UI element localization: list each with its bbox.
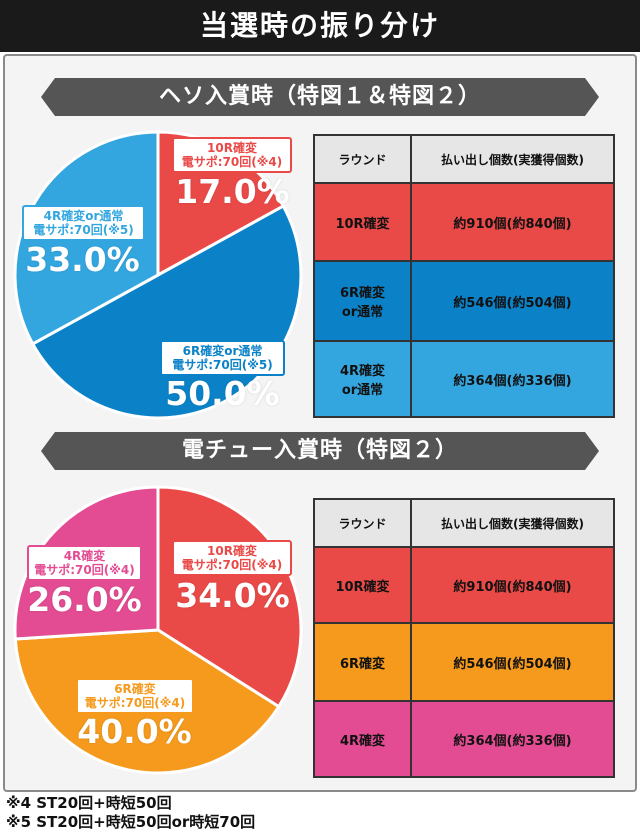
table-cell-payout: 約546個(約504個) [410, 260, 615, 342]
table-cell-round: 6R確変 or通常 [313, 260, 412, 342]
slice-label-line1: 6R確変or通常 [182, 344, 263, 358]
table-header-round: ラウンド [313, 498, 412, 548]
table-header-round: ラウンド [313, 134, 412, 184]
slice-label-6r: 6R確変or通常 電サポ:70回(※5) [160, 340, 285, 376]
table-row: 6R確変 約546個(約504個) [313, 622, 615, 702]
slice-label-10r: 10R確変 電サポ:70回(※4) [172, 540, 292, 576]
slice-label-6r: 6R確変 電サポ:70回(※4) [76, 678, 194, 714]
slice-label-line2: 電サポ:70回(※4) [181, 558, 283, 572]
table-cell-payout: 約910個(約840個) [410, 546, 615, 624]
slice-label-line1: 4R確変 [63, 549, 106, 563]
slice-label-line1: 4R確変or通常 [43, 209, 124, 223]
round-line: 4R確変 [339, 364, 386, 379]
table-cell-payout: 約910個(約840個) [410, 182, 615, 262]
title-bar [0, 0, 640, 52]
slice-pct-6r: 50.0% [165, 374, 280, 413]
slice-label-line2: 電サポ:70回(※4) [34, 563, 135, 577]
page-title: 当選時の振り分け [199, 9, 440, 42]
table-row: 4R確変 or通常 約364個(約336個) [313, 340, 615, 418]
slice-label-line2: 電サポ:70回(※5) [33, 223, 134, 237]
footnotes: ※4 ST20回+時短50回 ※5 ST20回+時短50回or時短70回 [6, 794, 255, 832]
slice-label-line1: 10R確変 [207, 141, 257, 155]
table-row: 10R確変 約910個(約840個) [313, 546, 615, 624]
section2-heading: 電チュー入賞時（特図２） [41, 432, 599, 470]
slice-label-line1: 10R確変 [207, 544, 257, 558]
round-line: or通常 [341, 305, 384, 320]
table-cell-payout: 約364個(約336個) [410, 340, 615, 418]
table-header-row: ラウンド 払い出し個数(実獲得個数) [313, 498, 615, 548]
slice-pct-4r: 26.0% [27, 580, 142, 619]
slice-label-4r: 4R確変or通常 電サポ:70回(※5) [22, 205, 145, 241]
footnote-4: ※4 ST20回+時短50回 [6, 794, 172, 812]
slice-pct-6r: 40.0% [77, 712, 192, 751]
section1-heading: ヘソ入賞時（特図１＆特図２） [41, 78, 599, 116]
table-header-payout: 払い出し個数(実獲得個数) [410, 498, 615, 548]
footnote-5: ※5 ST20回+時短50回or時短70回 [6, 813, 256, 831]
slice-pct-4r: 33.0% [25, 240, 140, 279]
table-cell-round: 10R確変 [313, 546, 412, 624]
payout-table-denchu: ラウンド 払い出し個数(実獲得個数) 10R確変 約910個(約840個) 6R… [313, 498, 615, 778]
table-cell-round: 4R確変 or通常 [313, 340, 412, 418]
slice-label-4r: 4R確変 電サポ:70回(※4) [27, 545, 142, 581]
table-cell-payout: 約364個(約336個) [410, 700, 615, 778]
round-line: or通常 [341, 383, 384, 398]
table-header-row: ラウンド 払い出し個数(実獲得個数) [313, 134, 615, 184]
round-line: 6R確変 [339, 286, 386, 301]
slice-label-line2: 電サポ:70回(※4) [84, 696, 186, 710]
slice-label-line1: 6R確変 [114, 682, 156, 696]
slice-pct-10r: 34.0% [175, 576, 290, 615]
table-cell-payout: 約546個(約504個) [410, 622, 615, 702]
slice-label-line2: 電サポ:70回(※4) [181, 155, 283, 169]
table-cell-round: 10R確変 [313, 182, 412, 262]
table-header-payout: 払い出し個数(実獲得個数) [410, 134, 615, 184]
table-row: 4R確変 約364個(約336個) [313, 700, 615, 778]
slice-label-10r: 10R確変 電サポ:70回(※4) [172, 137, 292, 173]
payout-table-heso: ラウンド 払い出し個数(実獲得個数) 10R確変 約910個(約840個) 6R… [313, 134, 615, 418]
table-row: 6R確変 or通常 約546個(約504個) [313, 260, 615, 342]
round-line: 10R確変 [335, 216, 390, 232]
table-cell-round: 4R確変 [313, 700, 412, 778]
slice-pct-10r: 17.0% [175, 172, 290, 211]
table-cell-round: 6R確変 [313, 622, 412, 702]
slice-label-line2: 電サポ:70回(※5) [172, 358, 273, 372]
table-row: 10R確変 約910個(約840個) [313, 182, 615, 262]
